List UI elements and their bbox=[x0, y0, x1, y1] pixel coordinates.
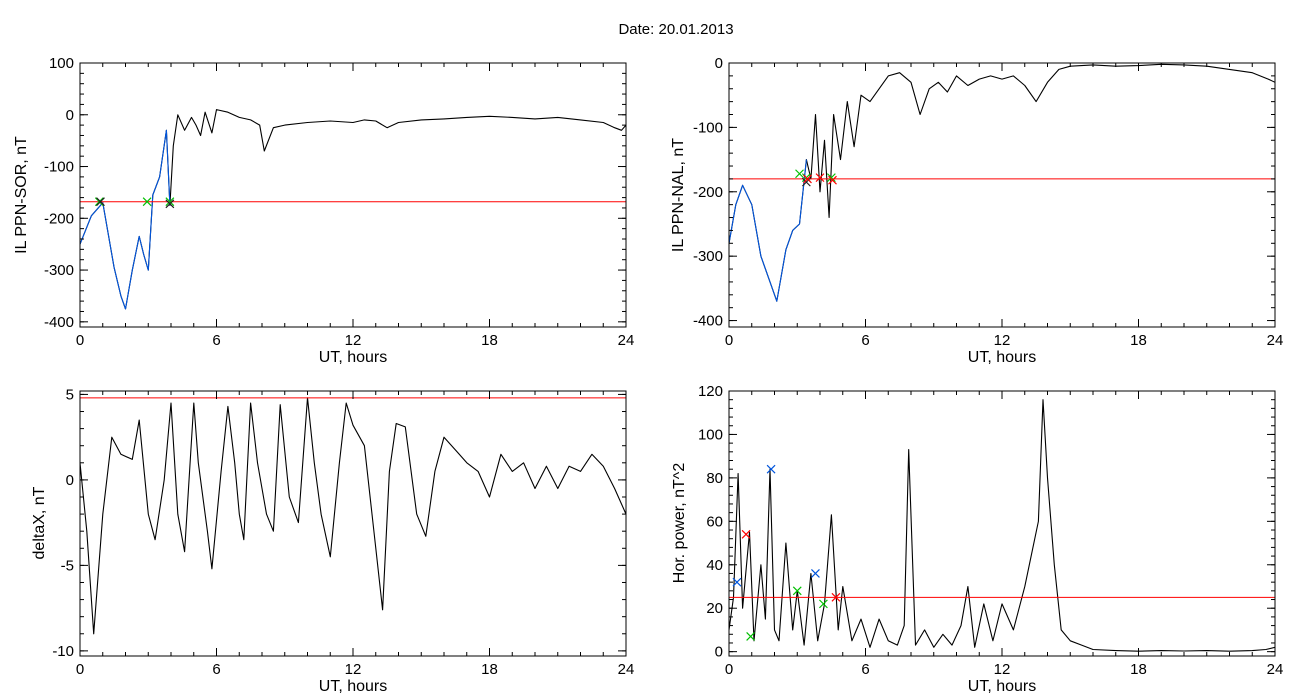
y-tick-label: -100 bbox=[44, 159, 74, 176]
y-tick-label: 40 bbox=[706, 557, 723, 574]
x-tick-label: 24 bbox=[1267, 332, 1284, 349]
y-tick-label: -400 bbox=[44, 314, 74, 331]
x-tick-label: 24 bbox=[618, 661, 635, 678]
event-marker bbox=[741, 529, 751, 539]
y-tick-label: 0 bbox=[66, 107, 74, 124]
y-tick-label: 0 bbox=[66, 472, 74, 489]
y-tick-label: 120 bbox=[698, 383, 723, 400]
event-marker bbox=[831, 592, 841, 602]
event-marker bbox=[818, 599, 828, 609]
x-tick-label: 18 bbox=[1130, 661, 1147, 678]
x-tick-label: 18 bbox=[481, 332, 498, 349]
y-axis-title: Hor. power, nT^2 bbox=[671, 463, 688, 584]
y-tick-label: 100 bbox=[49, 55, 74, 72]
x-tick-label: 6 bbox=[861, 661, 869, 678]
series-line-2 bbox=[729, 159, 807, 302]
y-tick-label: -400 bbox=[693, 313, 723, 330]
y-tick-label: -300 bbox=[693, 248, 723, 265]
x-axis-title: UT, hours bbox=[319, 349, 387, 366]
x-tick-label: 18 bbox=[1130, 332, 1147, 349]
x-tick-label: 6 bbox=[212, 661, 220, 678]
event-marker bbox=[165, 197, 175, 207]
y-axis-title: IL PPN-SOR, nT bbox=[13, 136, 30, 254]
series-line-2 bbox=[80, 129, 171, 310]
event-marker bbox=[94, 197, 104, 207]
event-marker bbox=[142, 197, 152, 207]
event-marker bbox=[732, 577, 742, 587]
event-marker bbox=[792, 586, 802, 596]
chart-panel-2: 0 6 12 18 24 -400 -300 -200 -100 0 UT, hours IL PPN… bbox=[670, 55, 1283, 366]
x-tick-label: 0 bbox=[725, 661, 733, 678]
x-tick-label: 0 bbox=[76, 661, 84, 678]
event-marker bbox=[826, 173, 836, 183]
x-tick-label: 12 bbox=[345, 661, 362, 678]
y-tick-label: 20 bbox=[706, 600, 723, 617]
y-tick-label: -10 bbox=[52, 643, 74, 660]
event-marker bbox=[96, 197, 105, 207]
chart-panel-4: 0 6 12 18 24 0 20 40 60 80 100 120 UT, hours Hor. pow… bbox=[671, 383, 1283, 695]
x-tick-label: 12 bbox=[994, 332, 1011, 349]
x-tick-label: 6 bbox=[861, 332, 869, 349]
event-marker bbox=[766, 464, 776, 474]
y-axis-title: IL PPN-NAL, nT bbox=[670, 138, 687, 252]
y-tick-label: 100 bbox=[698, 426, 723, 443]
y-tick-label: -300 bbox=[44, 262, 74, 279]
series-line-1 bbox=[729, 399, 1275, 652]
event-marker bbox=[801, 177, 811, 187]
event-marker bbox=[828, 175, 837, 185]
x-tick-label: 24 bbox=[1267, 661, 1284, 678]
y-tick-label: -5 bbox=[61, 557, 74, 574]
x-axis-title: UT, hours bbox=[319, 678, 387, 695]
event-marker bbox=[811, 569, 820, 578]
x-tick-label: 18 bbox=[481, 661, 498, 678]
event-marker bbox=[746, 632, 756, 641]
x-tick-label: 12 bbox=[994, 661, 1011, 678]
y-tick-label: 5 bbox=[66, 386, 74, 403]
x-tick-label: 0 bbox=[725, 332, 733, 349]
x-tick-label: 0 bbox=[76, 332, 84, 349]
series-line-1 bbox=[80, 397, 626, 635]
y-tick-label: 0 bbox=[715, 55, 723, 72]
y-tick-label: 0 bbox=[715, 644, 723, 661]
page-title: Date: 20.01.2013 bbox=[618, 21, 733, 38]
y-axis-title: deltaX, nT bbox=[31, 486, 48, 559]
y-tick-label: -100 bbox=[693, 119, 723, 136]
chart-panel-1: 0 6 12 18 24 -400 -300 -200 -100 0 100 UT, hours IL … bbox=[13, 55, 634, 366]
x-tick-label: 12 bbox=[345, 332, 362, 349]
x-tick-label: 24 bbox=[618, 332, 635, 349]
event-marker bbox=[795, 169, 804, 179]
y-tick-label: 80 bbox=[706, 470, 723, 487]
x-axis-title: UT, hours bbox=[968, 678, 1036, 695]
event-marker bbox=[815, 173, 825, 183]
chart-panel-3: 0 6 12 18 24 -10 -5 0 5 UT, hours deltaX, nT bbox=[31, 386, 634, 695]
event-marker bbox=[165, 199, 175, 209]
x-tick-label: 6 bbox=[212, 332, 220, 349]
y-tick-label: 60 bbox=[706, 513, 723, 530]
y-tick-label: -200 bbox=[44, 210, 74, 227]
event-marker bbox=[803, 174, 812, 184]
y-tick-label: -200 bbox=[693, 184, 723, 201]
x-axis-title: UT, hours bbox=[968, 349, 1036, 366]
